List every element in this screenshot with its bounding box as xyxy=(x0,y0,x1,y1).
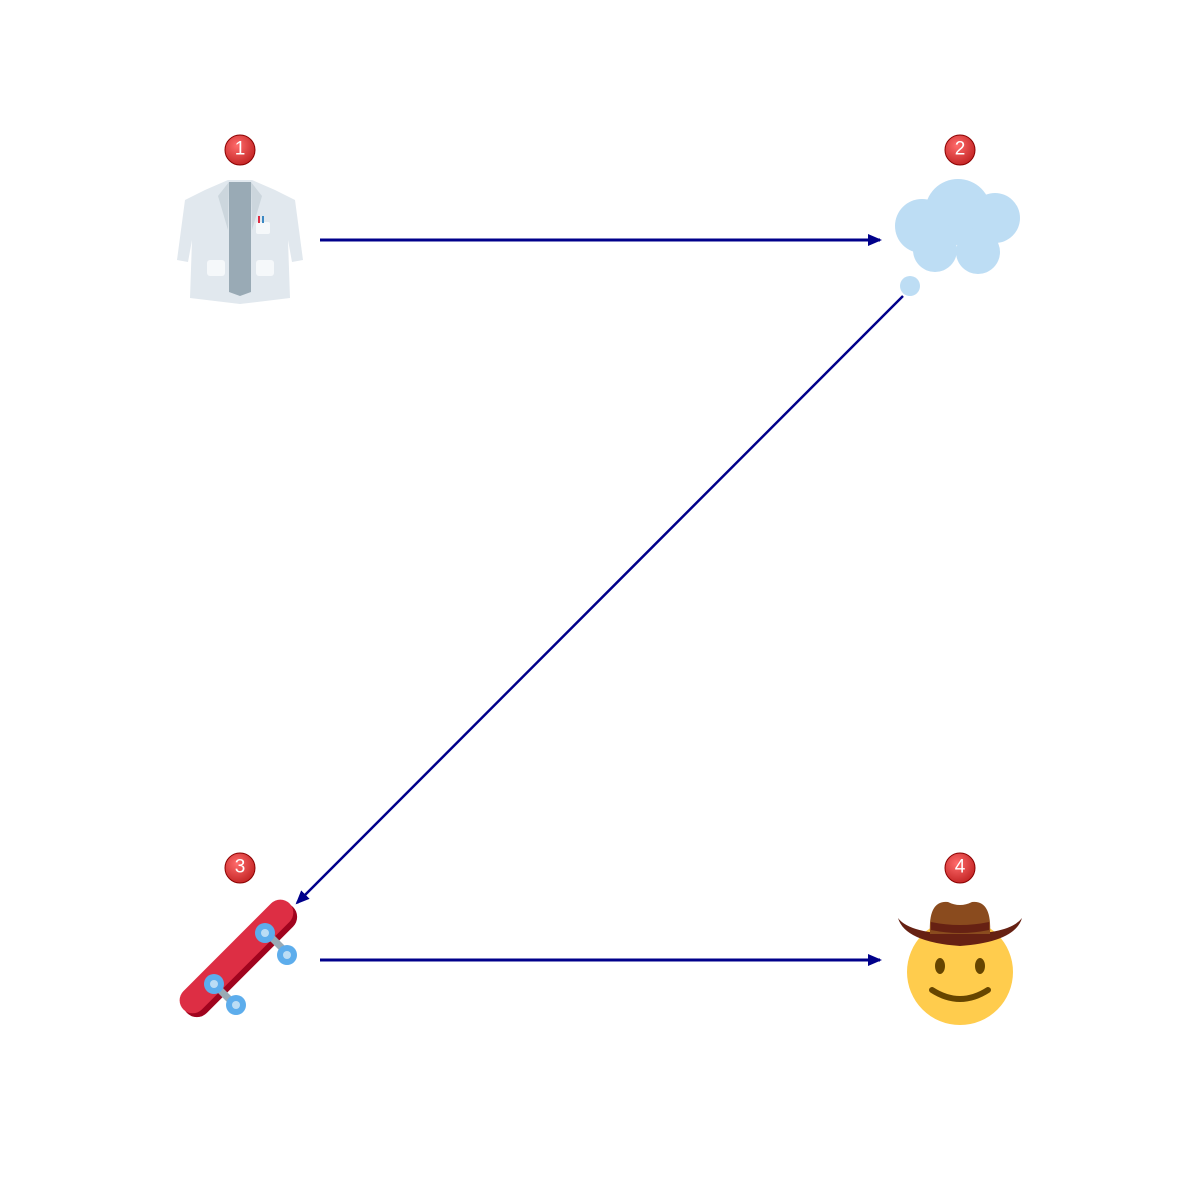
badge-label: 3 xyxy=(235,857,246,878)
badge-label: 4 xyxy=(955,857,966,878)
badge-label: 2 xyxy=(955,139,966,160)
lab-coat-icon xyxy=(177,180,303,304)
node-4: 4 xyxy=(898,852,1022,1025)
node-badge-4: 4 xyxy=(944,852,976,884)
node-2: 2 xyxy=(895,134,1020,296)
edges xyxy=(295,234,904,966)
node-3: 3 xyxy=(179,852,298,1018)
thought-bubble-icon xyxy=(895,179,1020,296)
node-badge-3: 3 xyxy=(224,852,256,884)
edge-2-to-3 xyxy=(295,295,904,905)
cowboy-face-icon xyxy=(898,901,1022,1025)
node-badge-2: 2 xyxy=(944,134,976,166)
skateboard-icon xyxy=(179,899,298,1018)
node-1: 1 xyxy=(177,134,303,304)
node-badge-1: 1 xyxy=(224,134,256,166)
badge-label: 1 xyxy=(235,139,246,160)
